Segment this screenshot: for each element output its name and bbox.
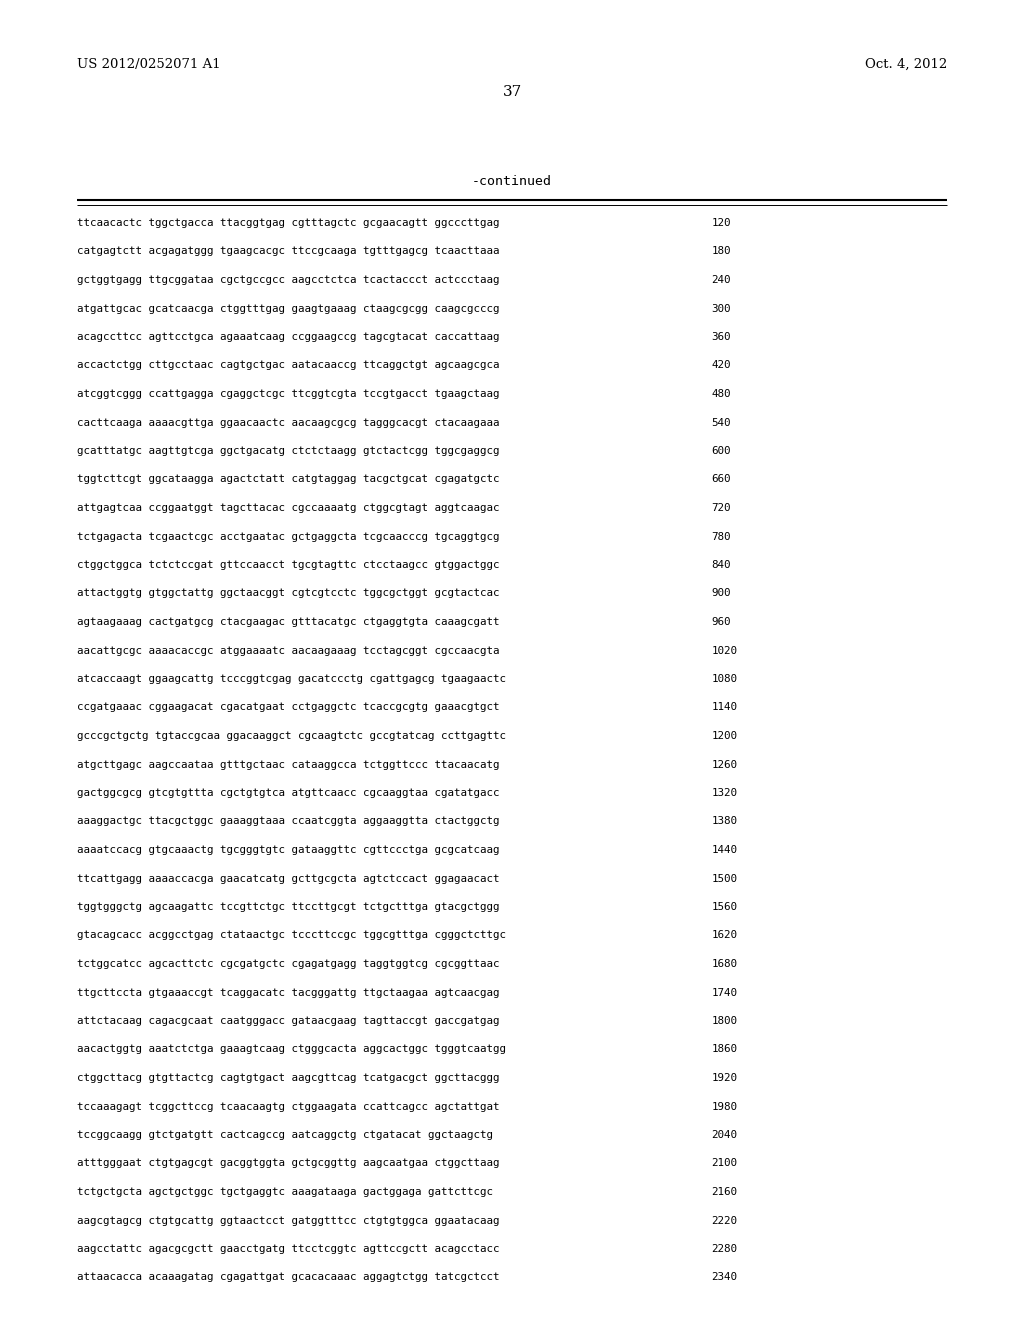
Text: 2340: 2340 [712,1272,737,1283]
Text: 480: 480 [712,389,731,399]
Text: attgagtcaa ccggaatggt tagcttacac cgccaaaatg ctggcgtagt aggtcaagac: attgagtcaa ccggaatggt tagcttacac cgccaaa… [77,503,500,513]
Text: 1560: 1560 [712,902,737,912]
Text: 2220: 2220 [712,1216,737,1225]
Text: ctggcttacg gtgttactcg cagtgtgact aagcgttcag tcatgacgct ggcttacggg: ctggcttacg gtgttactcg cagtgtgact aagcgtt… [77,1073,500,1082]
Text: attactggtg gtggctattg ggctaacggt cgtcgtcctc tggcgctggt gcgtactcac: attactggtg gtggctattg ggctaacggt cgtcgtc… [77,589,500,598]
Text: -continued: -continued [472,176,552,187]
Text: 420: 420 [712,360,731,371]
Text: 1020: 1020 [712,645,737,656]
Text: 2100: 2100 [712,1159,737,1168]
Text: 540: 540 [712,417,731,428]
Text: aagcgtagcg ctgtgcattg ggtaactcct gatggtttcc ctgtgtggca ggaatacaag: aagcgtagcg ctgtgcattg ggtaactcct gatggtt… [77,1216,500,1225]
Text: cacttcaaga aaaacgttga ggaacaactc aacaagcgcg tagggcacgt ctacaagaaa: cacttcaaga aaaacgttga ggaacaactc aacaagc… [77,417,500,428]
Text: 1680: 1680 [712,960,737,969]
Text: aacattgcgc aaaacaccgc atggaaaatc aacaagaaag tcctagcggt cgccaacgta: aacattgcgc aaaacaccgc atggaaaatc aacaaga… [77,645,500,656]
Text: aaaatccacg gtgcaaactg tgcgggtgtc gataaggttc cgttccctga gcgcatcaag: aaaatccacg gtgcaaactg tgcgggtgtc gataagg… [77,845,500,855]
Text: aacactggtg aaatctctga gaaagtcaag ctgggcacta aggcactggc tgggtcaatgg: aacactggtg aaatctctga gaaagtcaag ctgggca… [77,1044,506,1055]
Text: gcccgctgctg tgtaccgcaa ggacaaggct cgcaagtctc gccgtatcag ccttgagttc: gcccgctgctg tgtaccgcaa ggacaaggct cgcaag… [77,731,506,741]
Text: 120: 120 [712,218,731,228]
Text: atgcttgagc aagccaataa gtttgctaac cataaggcca tctggttccc ttacaacatg: atgcttgagc aagccaataa gtttgctaac cataagg… [77,759,500,770]
Text: ttgcttccta gtgaaaccgt tcaggacatc tacgggattg ttgctaagaa agtcaacgag: ttgcttccta gtgaaaccgt tcaggacatc tacggga… [77,987,500,998]
Text: 1140: 1140 [712,702,737,713]
Text: 1920: 1920 [712,1073,737,1082]
Text: gctggtgagg ttgcggataa cgctgccgcc aagcctctca tcactaccct actccctaag: gctggtgagg ttgcggataa cgctgccgcc aagcctc… [77,275,500,285]
Text: 1320: 1320 [712,788,737,799]
Text: 1500: 1500 [712,874,737,883]
Text: 1860: 1860 [712,1044,737,1055]
Text: 1440: 1440 [712,845,737,855]
Text: US 2012/0252071 A1: US 2012/0252071 A1 [77,58,220,71]
Text: 660: 660 [712,474,731,484]
Text: tccggcaagg gtctgatgtt cactcagccg aatcaggctg ctgatacat ggctaagctg: tccggcaagg gtctgatgtt cactcagccg aatcagg… [77,1130,493,1140]
Text: 180: 180 [712,247,731,256]
Text: ctggctggca tctctccgat gttccaacct tgcgtagttc ctcctaagcc gtggactggc: ctggctggca tctctccgat gttccaacct tgcgtag… [77,560,500,570]
Text: 2040: 2040 [712,1130,737,1140]
Text: 1200: 1200 [712,731,737,741]
Text: atcaccaagt ggaagcattg tcccggtcgag gacatccctg cgattgagcg tgaagaactc: atcaccaagt ggaagcattg tcccggtcgag gacatc… [77,675,506,684]
Text: ccgatgaaac cggaagacat cgacatgaat cctgaggctc tcaccgcgtg gaaacgtgct: ccgatgaaac cggaagacat cgacatgaat cctgagg… [77,702,500,713]
Text: aagcctattc agacgcgctt gaacctgatg ttcctcggtc agttccgctt acagcctacc: aagcctattc agacgcgctt gaacctgatg ttcctcg… [77,1243,500,1254]
Text: atttgggaat ctgtgagcgt gacggtggta gctgcggttg aagcaatgaa ctggcttaag: atttgggaat ctgtgagcgt gacggtggta gctgcgg… [77,1159,500,1168]
Text: atgattgcac gcatcaacga ctggtttgag gaagtgaaag ctaagcgcgg caagcgcccg: atgattgcac gcatcaacga ctggtttgag gaagtga… [77,304,500,314]
Text: 1800: 1800 [712,1016,737,1026]
Text: gactggcgcg gtcgtgttta cgctgtgtca atgttcaacc cgcaaggtaa cgatatgacc: gactggcgcg gtcgtgttta cgctgtgtca atgttca… [77,788,500,799]
Text: tctgctgcta agctgctggc tgctgaggtc aaagataaga gactggaga gattcttcgc: tctgctgcta agctgctggc tgctgaggtc aaagata… [77,1187,493,1197]
Text: agtaagaaag cactgatgcg ctacgaagac gtttacatgc ctgaggtgta caaagcgatt: agtaagaaag cactgatgcg ctacgaagac gtttaca… [77,616,500,627]
Text: 1740: 1740 [712,987,737,998]
Text: 840: 840 [712,560,731,570]
Text: attctacaag cagacgcaat caatgggacc gataacgaag tagttaccgt gaccgatgag: attctacaag cagacgcaat caatgggacc gataacg… [77,1016,500,1026]
Text: tggtcttcgt ggcataagga agactctatt catgtaggag tacgctgcat cgagatgctc: tggtcttcgt ggcataagga agactctatt catgtag… [77,474,500,484]
Text: catgagtctt acgagatggg tgaagcacgc ttccgcaaga tgtttgagcg tcaacttaaa: catgagtctt acgagatggg tgaagcacgc ttccgca… [77,247,500,256]
Text: tccaaagagt tcggcttccg tcaacaagtg ctggaagata ccattcagcc agctattgat: tccaaagagt tcggcttccg tcaacaagtg ctggaag… [77,1101,500,1111]
Text: 240: 240 [712,275,731,285]
Text: gtacagcacc acggcctgag ctataactgc tcccttccgc tggcgtttga cgggctcttgc: gtacagcacc acggcctgag ctataactgc tcccttc… [77,931,506,940]
Text: 960: 960 [712,616,731,627]
Text: 720: 720 [712,503,731,513]
Text: tctgagacta tcgaactcgc acctgaatac gctgaggcta tcgcaacccg tgcaggtgcg: tctgagacta tcgaactcgc acctgaatac gctgagg… [77,532,500,541]
Text: ttcaacactc tggctgacca ttacggtgag cgtttagctc gcgaacagtt ggcccttgag: ttcaacactc tggctgacca ttacggtgag cgtttag… [77,218,500,228]
Text: atcggtcggg ccattgagga cgaggctcgc ttcggtcgta tccgtgacct tgaagctaag: atcggtcggg ccattgagga cgaggctcgc ttcggtc… [77,389,500,399]
Text: 2280: 2280 [712,1243,737,1254]
Text: 1980: 1980 [712,1101,737,1111]
Text: 300: 300 [712,304,731,314]
Text: attaacacca acaaagatag cgagattgat gcacacaaac aggagtctgg tatcgctcct: attaacacca acaaagatag cgagattgat gcacaca… [77,1272,500,1283]
Text: 1380: 1380 [712,817,737,826]
Text: tctggcatcc agcacttctc cgcgatgctc cgagatgagg taggtggtcg cgcggttaac: tctggcatcc agcacttctc cgcgatgctc cgagatg… [77,960,500,969]
Text: 360: 360 [712,333,731,342]
Text: 1260: 1260 [712,759,737,770]
Text: 1620: 1620 [712,931,737,940]
Text: Oct. 4, 2012: Oct. 4, 2012 [865,58,947,71]
Text: 1080: 1080 [712,675,737,684]
Text: aaaggactgc ttacgctggc gaaaggtaaa ccaatcggta aggaaggtta ctactggctg: aaaggactgc ttacgctggc gaaaggtaaa ccaatcg… [77,817,500,826]
Text: 600: 600 [712,446,731,455]
Text: tggtgggctg agcaagattc tccgttctgc ttccttgcgt tctgctttga gtacgctggg: tggtgggctg agcaagattc tccgttctgc ttccttg… [77,902,500,912]
Text: 900: 900 [712,589,731,598]
Text: accactctgg cttgcctaac cagtgctgac aatacaaccg ttcaggctgt agcaagcgca: accactctgg cttgcctaac cagtgctgac aatacaa… [77,360,500,371]
Text: 780: 780 [712,532,731,541]
Text: 2160: 2160 [712,1187,737,1197]
Text: acagccttcc agttcctgca agaaatcaag ccggaagccg tagcgtacat caccattaag: acagccttcc agttcctgca agaaatcaag ccggaag… [77,333,500,342]
Text: ttcattgagg aaaaccacga gaacatcatg gcttgcgcta agtctccact ggagaacact: ttcattgagg aaaaccacga gaacatcatg gcttgcg… [77,874,500,883]
Text: gcatttatgc aagttgtcga ggctgacatg ctctctaagg gtctactcgg tggcgaggcg: gcatttatgc aagttgtcga ggctgacatg ctctcta… [77,446,500,455]
Text: 37: 37 [503,84,521,99]
